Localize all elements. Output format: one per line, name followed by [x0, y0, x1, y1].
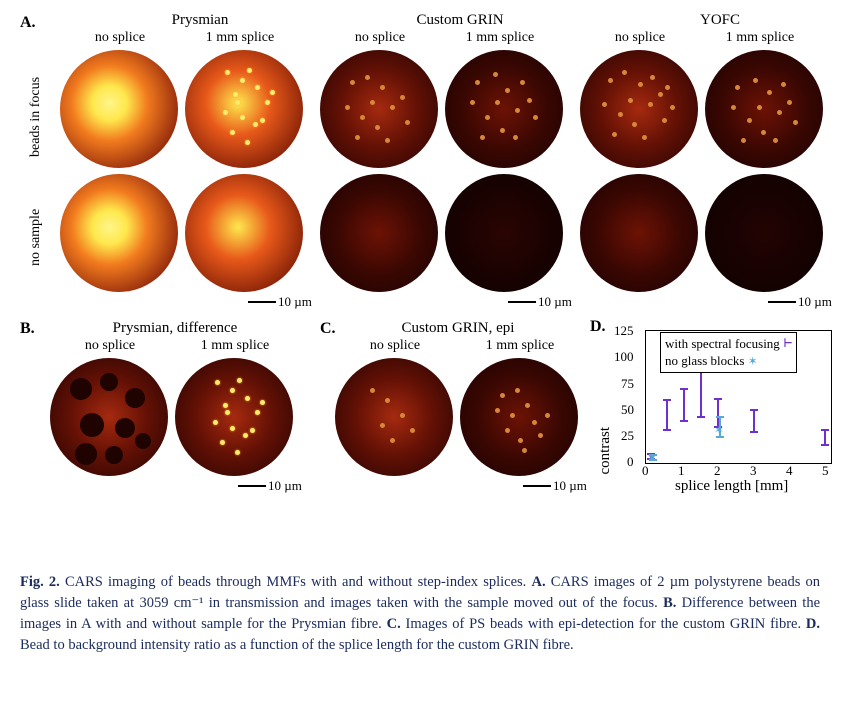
img-A-prysmian-nosplice-focus [60, 50, 178, 168]
panel-c-title: Custom GRIN, epi [358, 320, 558, 337]
img-A-yofc-1mm-nosample [705, 174, 823, 292]
img-A-prysmian-1mm-focus [185, 50, 303, 168]
figure-2: A. Prysmian Custom GRIN YOFC no splice 1… [20, 12, 834, 562]
caption-c: Images of PS beads with epi-detection fo… [406, 616, 802, 632]
img-C-nosplice [335, 358, 453, 476]
sublabel-prysmian-1: 1 mm splice [180, 30, 300, 46]
scale-bar-panel-b: 10 µm [238, 478, 302, 494]
figure-caption: Fig. 2. CARS imaging of beads through MM… [20, 572, 820, 656]
img-A-yofc-nosplice-nosample [580, 174, 698, 292]
sublabel-yofc-0: no splice [580, 30, 700, 46]
img-B-nosplice [50, 358, 168, 476]
sublabel-grin-0: no splice [320, 30, 440, 46]
caption-d: Bead to background intensity ratio as a … [20, 637, 574, 653]
scale-bar-prysmian: 10 µm [248, 294, 312, 310]
img-A-prysmian-1mm-nosample [185, 174, 303, 292]
img-A-yofc-nosplice-focus [580, 50, 698, 168]
img-A-grin-1mm-focus [445, 50, 563, 168]
img-A-grin-1mm-nosample [445, 174, 563, 292]
panel-d-xlabel: splice length [mm] [675, 478, 788, 495]
panel-d-letter: D. [590, 318, 606, 336]
scale-bar-panel-c: 10 µm [523, 478, 587, 494]
panel-b-letter: B. [20, 320, 35, 338]
img-A-prysmian-nosplice-nosample [60, 174, 178, 292]
header-yofc: YOFC [640, 12, 800, 29]
rowlabel-beads: beads in focus [28, 62, 44, 172]
caption-lead: CARS imaging of beads through MMFs with … [65, 574, 526, 590]
panel-c-cond-1: 1 mm splice [460, 338, 580, 354]
legend-0-label: with spectral focusing [665, 336, 780, 352]
panel-c-cond-0: no splice [335, 338, 455, 354]
panel-d-ylabel: contrast [597, 427, 614, 474]
img-A-grin-nosplice-focus [320, 50, 438, 168]
scale-bar-yofc: 10 µm [768, 294, 832, 310]
panel-b-cond-0: no splice [50, 338, 170, 354]
panel-a-letter: A. [20, 14, 36, 32]
header-custom-grin: Custom GRIN [380, 12, 540, 29]
scale-bar-grin: 10 µm [508, 294, 572, 310]
caption-fignum: Fig. 2. [20, 574, 60, 590]
img-B-1mm [175, 358, 293, 476]
sublabel-grin-1: 1 mm splice [440, 30, 560, 46]
img-A-yofc-1mm-focus [705, 50, 823, 168]
rowlabel-nosample: no sample [28, 187, 44, 287]
panel-c-letter: C. [320, 320, 336, 338]
sublabel-prysmian-0: no splice [60, 30, 180, 46]
panel-d-legend: with spectral focusing⊢ no glass blocks✶ [660, 332, 797, 373]
header-prysmian: Prysmian [120, 12, 280, 29]
img-C-1mm [460, 358, 578, 476]
img-A-grin-nosplice-nosample [320, 174, 438, 292]
sublabel-yofc-1: 1 mm splice [700, 30, 820, 46]
legend-1-label: no glass blocks [665, 353, 744, 369]
panel-b-cond-1: 1 mm splice [175, 338, 295, 354]
panel-b-title: Prysmian, difference [75, 320, 275, 337]
